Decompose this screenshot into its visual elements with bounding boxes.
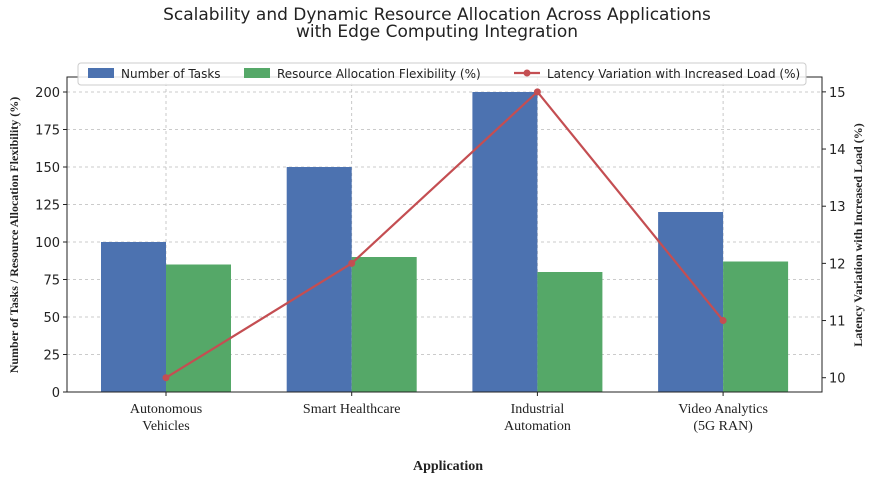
y2-tick-label: 11 <box>829 315 846 330</box>
y-tick-label: 75 <box>43 274 60 289</box>
line-marker <box>719 317 727 325</box>
y-tick-label: 200 <box>35 86 60 101</box>
legend-label: Number of Tasks <box>121 67 221 81</box>
y-axis-label: Number of Tasks / Resource Allocation Fl… <box>7 97 21 374</box>
y-tick-label: 150 <box>35 161 60 176</box>
x-tick-label: Smart Healthcare <box>303 402 401 417</box>
y2-tick-label: 15 <box>829 86 846 101</box>
y-tick-label: 50 <box>43 311 60 326</box>
legend-swatch <box>88 68 114 78</box>
bar <box>472 92 538 392</box>
legend-swatch <box>523 69 531 77</box>
line <box>165 90 724 379</box>
bar <box>723 261 789 392</box>
bar <box>286 167 352 392</box>
chart-title: Scalability and Dynamic Resource Allocat… <box>163 5 711 42</box>
legend-label: Latency Variation with Increased Load (%… <box>547 67 800 81</box>
legend-label: Resource Allocation Flexibility (%) <box>277 67 481 81</box>
y-tick-label: 0 <box>52 386 60 401</box>
y-tick-label: 100 <box>35 236 60 251</box>
y2-axis-label: Latency Variation with Increased Load (%… <box>851 123 865 346</box>
x-axis-label: Application <box>413 459 483 474</box>
x-tick-label: Industrial Automation <box>504 402 571 434</box>
bar <box>101 242 166 392</box>
y-tick-label: 175 <box>35 124 60 139</box>
bar <box>658 212 724 392</box>
bar <box>351 257 417 392</box>
line-marker <box>533 88 541 96</box>
line-marker <box>348 259 356 267</box>
y2-tick-label: 13 <box>829 200 846 215</box>
y2-tick-label: 14 <box>829 143 846 158</box>
x-tick-label: Video Analytics (5G RAN) <box>678 402 768 434</box>
y-tick-label: 125 <box>35 199 60 214</box>
bar <box>537 272 603 392</box>
y-tick-label: 25 <box>43 349 60 364</box>
y2-tick-label: 12 <box>829 257 846 272</box>
y2-tick-label: 10 <box>829 372 846 387</box>
legend-swatch <box>244 68 270 78</box>
x-tick-label: Autonomous Vehicles <box>130 402 202 434</box>
line-marker <box>162 374 170 382</box>
